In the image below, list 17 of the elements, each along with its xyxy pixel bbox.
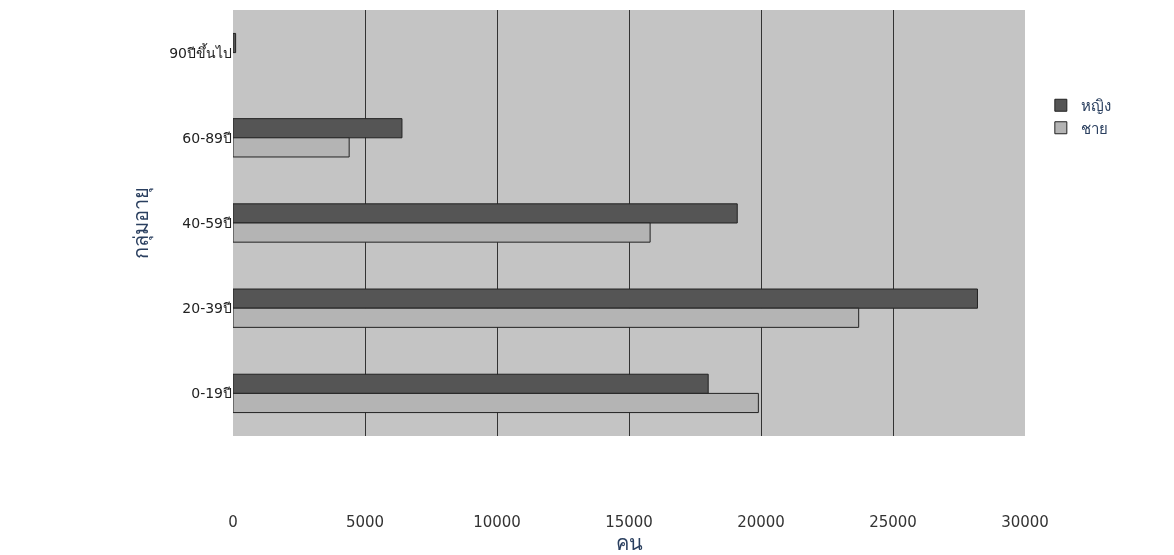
x-tick-label: 5000 xyxy=(345,513,385,531)
legend-label: หญิง xyxy=(1080,97,1111,116)
x-axis-title: คน xyxy=(615,531,643,555)
y-axis-title: กลุ่มอายุ xyxy=(128,187,154,259)
y-tick-label: 0-19ปี xyxy=(191,385,232,402)
x-tick-label: 25000 xyxy=(869,513,917,531)
y-tick-label: 20-39ปี xyxy=(182,300,232,317)
bar xyxy=(233,32,237,54)
y-tick-label: 90ปีขึ้นไป xyxy=(169,42,232,61)
x-tick-label: 0 xyxy=(228,513,238,531)
y-tick-label: 40-59ปี xyxy=(182,214,232,231)
y-tick-label: 60-89ปี xyxy=(182,129,232,146)
x-tick-label: 30000 xyxy=(1001,513,1049,531)
x-tick-label: 20000 xyxy=(737,513,785,531)
x-tick-label: 15000 xyxy=(605,513,653,531)
x-tick-label: 10000 xyxy=(473,513,521,531)
legend-label: ชาย xyxy=(1080,119,1108,138)
